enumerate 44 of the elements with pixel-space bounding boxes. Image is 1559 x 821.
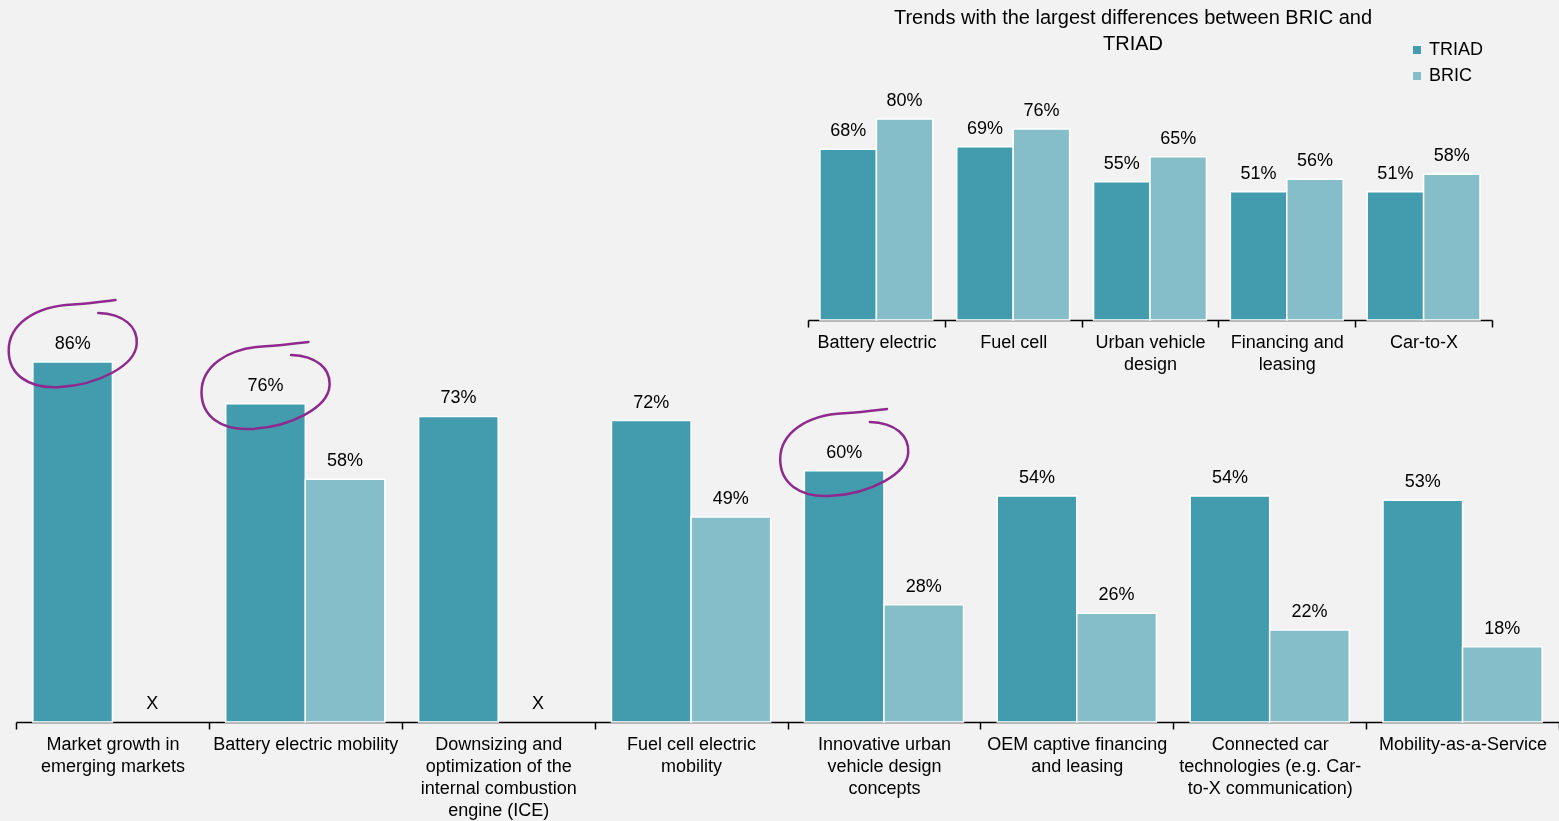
data-label: 58% [1433, 145, 1470, 166]
bar [32, 361, 114, 723]
x-tick-label: Market growth in emerging markets [40, 733, 185, 776]
data-label: 72% [633, 391, 670, 412]
data-label: 53% [1404, 471, 1441, 492]
text: X [146, 693, 159, 713]
x-tick-label: OEM captive financing and leasing [987, 733, 1168, 776]
x-tick-label: Car-to-X [1390, 331, 1459, 352]
x-tick-label: Downsizing and optimization of the internal combustion engine (ICE) [420, 733, 577, 820]
x-tick-label: Battery electric mobility [213, 733, 399, 754]
x-tick-label: Financing and leasing [1230, 331, 1344, 374]
chart-title: Trends with the largest differences between BRIC and TRIAD [893, 6, 1373, 54]
data-label: 18% [1484, 617, 1521, 638]
x-tick-label: Fuel cell [980, 331, 1048, 352]
data-label: 76% [1023, 100, 1060, 121]
data-label: 60% [826, 441, 863, 462]
data-label: 51% [1377, 162, 1414, 183]
data-label: 49% [712, 487, 749, 508]
data-label: 58% [327, 450, 364, 471]
data-label: 76% [247, 374, 284, 395]
text: X [531, 693, 544, 713]
data-label: 55% [1103, 152, 1140, 173]
legend-label: BRIC [1429, 65, 1473, 85]
data-label: 69% [966, 117, 1003, 138]
data-label: 80% [886, 90, 923, 110]
legend-label: TRIAD [1429, 39, 1483, 59]
data-label: 68% [830, 120, 867, 141]
data-label: 51% [1240, 162, 1277, 183]
data-label: 26% [1098, 584, 1135, 605]
x-tick-label: Innovative urban vehicle design concepts [817, 733, 951, 798]
x-tick-label: Mobility-as-a-Service [1379, 733, 1548, 754]
x-tick-label: Battery electric [817, 331, 937, 352]
x-tick-label: Connected car technologies (e.g. Car-to-X communication) [1179, 733, 1362, 798]
data-label: 86% [54, 333, 91, 353]
data-label: 65% [1160, 127, 1197, 148]
x-tick-label: Fuel cell electric mobility [627, 733, 757, 776]
data-label: 28% [905, 575, 942, 596]
data-label: 22% [1291, 600, 1328, 621]
data-label: 54% [1019, 466, 1056, 487]
data-label: 54% [1211, 466, 1248, 487]
x-tick-label: Urban vehicle design [1095, 331, 1206, 374]
data-label: 73% [440, 387, 477, 408]
data-label: 56% [1297, 150, 1334, 171]
bar [417, 415, 499, 723]
